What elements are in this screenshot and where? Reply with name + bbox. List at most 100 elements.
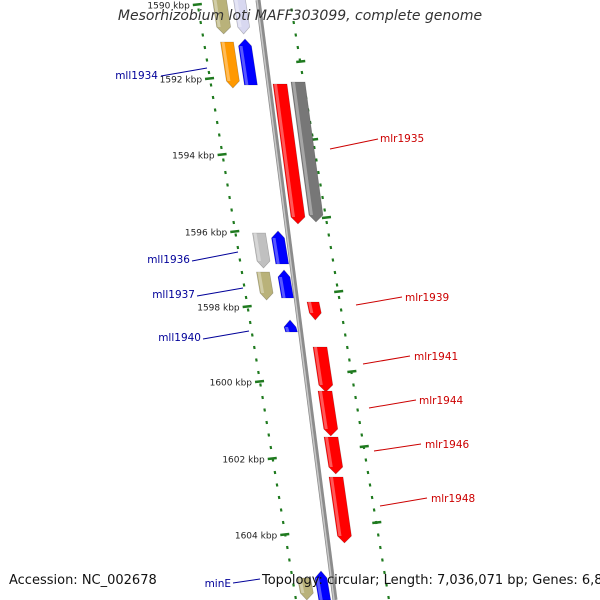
gene-mll1940: [283, 319, 298, 333]
scale-tick-label: 1594 kbp: [172, 152, 215, 162]
gray-gene-1935: [290, 81, 324, 223]
khaki-gene-bottom-bevel: [298, 578, 305, 593]
gene-mll1934-bevel: [239, 46, 249, 85]
backbone-line: [255, 0, 338, 600]
leader-mll1937: [196, 287, 244, 297]
scale-ticks: 1590 kbp 1592 kbp 1594 kbp 1596 kbp 1598 kbp…: [147, 2, 382, 542]
orange-gene-shape: [220, 41, 240, 89]
khaki-gene-top-bevel: [213, 0, 221, 27]
scale-tick-label: 1592 kbp: [160, 76, 203, 86]
gene-mlr1946: [323, 436, 344, 475]
gray-gene-1936-shape: [252, 232, 271, 269]
khaki-gene-top: [212, 0, 231, 35]
gene-label-mll1936: mll1936: [147, 254, 190, 266]
outer-tick: [334, 289, 344, 294]
gene-label-mlr1944: mlr1944: [419, 395, 464, 407]
backbone-highlight: [256, 0, 335, 600]
gene-mlr1939-bevel: [308, 302, 314, 313]
leader-mll1934: [160, 67, 208, 77]
gene-label-mlr1939: mlr1939: [405, 292, 449, 304]
outer-tick: [347, 369, 357, 374]
gene-mlr1948-shape: [328, 476, 352, 544]
gene-mlr1944-shape: [317, 390, 339, 437]
scale-tick: [230, 229, 240, 234]
orange-gene: [220, 41, 240, 89]
leader-mll1936: [191, 251, 239, 262]
gene-label-mlr1948: mlr1948: [431, 493, 475, 505]
outer-tick: [372, 520, 382, 525]
map-title: Mesorhizobium loti MAFF303099, complete …: [117, 8, 483, 24]
gene-label-mll1937: mll1937: [152, 289, 195, 301]
leader-mlr1941: [362, 355, 411, 365]
light-gene-top: [233, 0, 250, 35]
leader-mlr1944: [368, 399, 417, 409]
khaki-gene-1937-bevel: [257, 272, 265, 293]
leader-mlr1946: [373, 443, 422, 452]
gene-mll1936-shape: [271, 230, 290, 265]
gene-label-minE: minE: [205, 578, 231, 590]
gene-label-mlr1946: mlr1946: [425, 439, 470, 451]
gene-mll1934: [238, 38, 258, 86]
scale-tick-label: 1596 kbp: [185, 229, 228, 239]
gene-mlr1941: [312, 346, 334, 393]
gene-mll1940-shape: [283, 319, 298, 333]
scale-tick: [217, 152, 227, 157]
scale-tick-label: 1598 kbp: [197, 304, 240, 314]
gene-mll1940-bevel: [285, 327, 290, 332]
gene-mlr1939: [306, 301, 322, 321]
gene-mlr1948-bevel: [330, 477, 342, 536]
accession-text: Accession: NC_002678: [9, 573, 157, 588]
gene-mlr1944: [317, 390, 339, 437]
gray-gene-1935-bevel: [292, 82, 313, 215]
gene-mll1936: [271, 230, 290, 265]
gene-mlr1935: [272, 83, 306, 225]
gene-mlr1941-shape: [312, 346, 334, 393]
gene-mlr1935-bevel: [274, 84, 295, 217]
outer-tick: [321, 215, 332, 220]
scale-tick: [280, 532, 290, 537]
gene-label-mll1934: mll1934: [115, 70, 158, 82]
scale-tick: [254, 379, 265, 384]
scale-tick: [242, 304, 252, 309]
scale-tick-label: 1602 kbp: [222, 456, 265, 466]
gene-mlr1935-shape: [272, 83, 306, 225]
scale-tick-label: 1604 kbp: [235, 532, 278, 542]
gene-mlr1941-bevel: [314, 347, 323, 385]
gene-minE-shape: [314, 570, 332, 600]
leader-mlr1948: [379, 497, 428, 507]
gene-label-mlr1935: mlr1935: [380, 133, 424, 145]
khaki-gene-top-shape: [212, 0, 231, 35]
gene-label-mll1940: mll1940: [158, 332, 201, 344]
leader-mlr1935: [329, 138, 379, 150]
outer-tick: [296, 59, 306, 64]
light-gene-top-bevel: [234, 0, 242, 27]
gene-mlr1946-shape: [323, 436, 344, 475]
gene-label-mlr1941: mlr1941: [414, 351, 458, 363]
gene-minE-bevel: [316, 578, 323, 600]
outer-tick: [359, 444, 369, 449]
scale-tick: [204, 76, 215, 81]
khaki-gene-1937: [256, 271, 274, 301]
gene-mlr1939-shape: [306, 301, 322, 321]
gray-gene-1935-shape: [290, 81, 324, 223]
gene-mlr1944-bevel: [319, 391, 328, 429]
khaki-gene-bottom-shape: [297, 577, 314, 600]
inner-dotted-ring: [197, 8, 297, 600]
leader-mll1940: [202, 330, 250, 340]
topology-text: Topology: circular; Length: 7,036,071 bp…: [262, 573, 600, 588]
leader-minE: [232, 578, 261, 584]
gene-mll1937-bevel: [279, 277, 286, 298]
light-gene-top-shape: [233, 0, 250, 35]
gene-mlr1946-bevel: [325, 437, 333, 467]
leader-mlr1939: [355, 296, 403, 306]
gene-mll1937: [277, 269, 294, 299]
khaki-gene-bottom: [297, 577, 314, 600]
gene-mlr1948: [328, 476, 352, 544]
scale-tick-label: 1590 kbp: [147, 2, 190, 12]
scale-tick: [192, 2, 202, 7]
gray-gene-1936: [252, 232, 271, 269]
gene-minE: [314, 570, 332, 600]
gene-mll1934-shape: [238, 38, 258, 86]
